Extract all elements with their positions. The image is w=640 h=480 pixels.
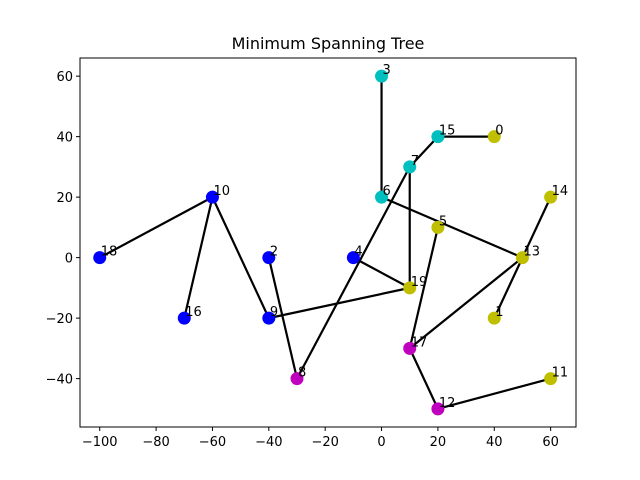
node-label-2: 2 — [270, 245, 278, 260]
node-label-11: 11 — [552, 366, 569, 381]
edge-10-16 — [183, 196, 214, 319]
node-label-10: 10 — [213, 184, 230, 199]
edge-12-11 — [437, 377, 551, 410]
node-point-4 — [346, 251, 360, 265]
edge-13-1 — [493, 257, 524, 319]
y-tick-label: −20 — [46, 312, 73, 327]
node-point-11 — [544, 372, 558, 386]
node-label-17: 17 — [411, 335, 428, 350]
node-label-12: 12 — [439, 396, 456, 411]
edge-13-17 — [409, 256, 524, 350]
node-label-19: 19 — [411, 275, 428, 290]
node-point-10 — [205, 190, 219, 204]
chart-title: Minimum Spanning Tree — [232, 34, 425, 53]
x-axis-ticks: −100 −80 −60 −40 −20 0 20 40 60 — [82, 427, 559, 450]
node-label-0: 0 — [495, 124, 503, 139]
node-point-5 — [431, 220, 445, 234]
node-point-12 — [431, 402, 445, 416]
node-label-6: 6 — [383, 184, 391, 199]
y-tick-label: 40 — [56, 131, 73, 146]
y-axis-ticks: −40 −20 0 20 40 60 — [46, 70, 80, 388]
edge-17-12 — [408, 347, 439, 410]
node-label-9: 9 — [270, 305, 278, 320]
x-tick-label: −40 — [255, 435, 282, 450]
node-label-4: 4 — [354, 245, 362, 260]
y-tick-label: 0 — [65, 252, 73, 267]
x-tick-label: 20 — [430, 435, 447, 450]
edge-4-19 — [352, 256, 411, 289]
node-point-16 — [177, 311, 191, 325]
node-label-7: 7 — [411, 154, 419, 169]
edge-9-19 — [268, 286, 410, 320]
x-tick-label: −60 — [199, 435, 226, 450]
plot-frame — [79, 57, 577, 428]
node-point-8 — [290, 372, 304, 386]
node-point-13 — [515, 251, 529, 265]
y-tick-label: 20 — [56, 191, 73, 206]
edge-2-8 — [267, 257, 299, 379]
node-label-18: 18 — [101, 245, 118, 260]
node-point-15 — [431, 130, 445, 144]
x-tick-label: −100 — [82, 435, 118, 450]
x-tick-label: −20 — [311, 435, 338, 450]
node-label-3: 3 — [383, 63, 391, 78]
edge-10-9 — [211, 196, 270, 319]
edge-6-13 — [381, 196, 523, 259]
node-label-14: 14 — [552, 184, 569, 199]
edge-13-14 — [521, 196, 552, 259]
x-tick-label: 40 — [486, 435, 503, 450]
node-point-14 — [544, 190, 558, 204]
node-label-8: 8 — [298, 366, 306, 381]
node-label-13: 13 — [523, 245, 540, 260]
node-point-1 — [487, 311, 501, 325]
node-point-9 — [262, 311, 276, 325]
x-tick-label: 0 — [377, 435, 385, 450]
node-point-6 — [375, 190, 389, 204]
edge-17-5 — [408, 227, 439, 349]
y-tick-label: −40 — [46, 373, 73, 388]
x-tick-label: −80 — [142, 435, 169, 450]
edges-layer — [99, 76, 552, 410]
node-point-3 — [375, 69, 389, 83]
node-label-16: 16 — [185, 305, 202, 320]
node-point-0 — [487, 130, 501, 144]
node-point-2 — [262, 251, 276, 265]
node-point-18 — [93, 251, 107, 265]
node-label-1: 1 — [495, 305, 503, 320]
node-label-5: 5 — [439, 214, 447, 229]
node-point-17 — [403, 341, 417, 355]
x-tick-label: 60 — [542, 435, 559, 450]
y-tick-label: 60 — [56, 70, 73, 85]
node-point-7 — [403, 160, 417, 174]
edge-18-10 — [99, 196, 213, 259]
node-label-15: 15 — [439, 124, 456, 139]
nodes-layer — [93, 69, 558, 416]
node-point-19 — [403, 281, 417, 295]
edge-7-15 — [408, 135, 439, 168]
